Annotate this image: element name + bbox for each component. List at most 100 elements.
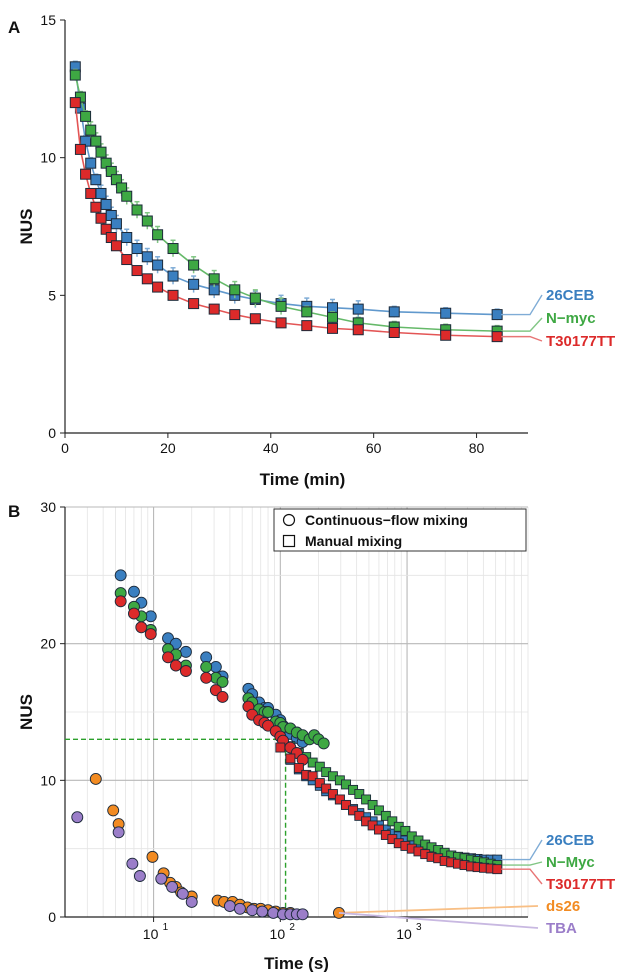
data-point [440,307,452,319]
data-point-square [275,742,286,753]
data-point-circle [146,850,159,863]
data-point [152,259,164,271]
data-point-circle [107,804,120,817]
label-leader [338,905,539,914]
data-point [208,273,220,285]
x-tick-label: 0 [61,440,69,456]
series-b-N−Myc: N−Myc [114,587,595,871]
data-point [275,300,287,312]
data-point-circle [256,905,269,918]
y-tick-label: 30 [40,499,56,515]
data-point-square [314,778,325,789]
panel-a-letter: A [8,18,20,37]
data-point [85,157,97,169]
legend: Continuous−flow mixing Manual mixing [273,508,527,552]
data-point-circle [89,773,102,785]
legend-box [273,508,527,552]
data-point-circle [135,621,148,634]
data-point-square [367,799,378,810]
legend-square-icon [282,534,296,548]
data-point [85,187,97,199]
y-axis-label: NUS [17,209,36,245]
data-point [301,306,313,318]
legend-circle-icon [282,513,296,527]
data-point [440,329,452,341]
series-label: 26CEB [546,832,595,849]
data-point-circle [112,826,125,839]
data-point-circle [296,908,309,921]
series-b-TBA: TBA [71,811,577,937]
x-tick-label: 20 [160,440,176,456]
data-point-square [400,825,411,836]
data-point [229,309,241,321]
y-tick-label: 10 [40,150,56,166]
data-point-circle [144,628,157,641]
data-point-circle [200,660,213,673]
data-point [85,124,97,136]
data-point [491,309,503,321]
data-point [352,324,364,336]
y-axis-label: NUS [17,694,36,730]
data-point [491,331,503,343]
data-point [69,97,81,109]
x-tick-label: 10 [143,926,159,942]
data-point-square [348,805,359,816]
data-point-square [321,783,332,794]
y-tick-label: 0 [48,909,56,925]
data-point [388,327,400,339]
data-point [121,190,133,202]
label-leader [501,317,543,332]
data-point-square [354,789,365,799]
data-point [80,168,92,180]
data-point [188,278,200,290]
y-tick-label: 20 [40,636,56,652]
data-point-square [492,864,503,875]
x-tick-label: 80 [469,440,485,456]
data-point [188,259,200,271]
data-point [110,240,122,252]
data-point [90,201,102,213]
data-point-circle [200,671,213,684]
data-point-circle [126,857,139,870]
data-point [167,289,179,301]
data-point-circle [223,900,236,913]
y-tick-label: 15 [40,12,56,28]
data-point-circle [317,737,330,750]
data-point-square [314,761,325,772]
data-point [141,251,153,263]
x-axis-label: Time (s) [264,954,329,972]
label-leader [501,335,543,342]
data-point [208,303,220,315]
data-point-square [307,771,318,782]
data-point [152,281,164,293]
data-point-square [327,789,338,799]
series-a-N−myc: N−myc [69,68,596,337]
data-point-circle [233,902,246,915]
data-point-circle [179,645,192,658]
data-point-square [354,810,365,821]
data-point-circle [216,675,229,688]
series-label: TBA [546,920,577,937]
series-b-T30177TT: T30177TT [114,595,615,893]
data-point-circle [71,811,84,824]
data-point [69,69,81,81]
series-label: ds26 [546,898,580,915]
data-point-circle [267,906,280,919]
series-line [74,74,498,332]
data-point [100,198,112,210]
data-point [121,232,133,244]
series-label: 26CEB [546,287,595,304]
data-point-circle [162,651,174,664]
data-point-circle [185,896,198,908]
data-point [167,270,179,282]
data-point [152,229,164,241]
data-point-square [341,799,351,810]
data-point [141,215,153,227]
data-point-square [285,753,296,764]
label-leader [501,294,543,316]
x-tick-label: 60 [366,440,382,456]
data-point-circle [114,569,127,582]
data-point [80,110,92,122]
label-leader [338,912,539,929]
